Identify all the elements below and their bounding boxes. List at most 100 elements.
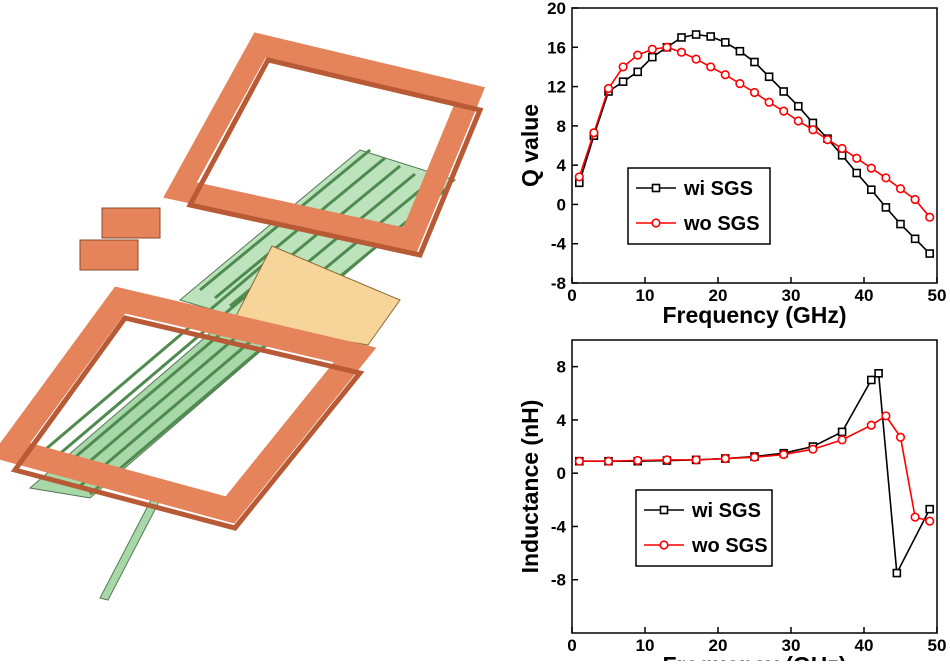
marker [735, 79, 745, 89]
x-axis-label: Frequency (GHz) [662, 652, 846, 661]
marker [735, 46, 745, 56]
marker [866, 185, 876, 194]
marker [651, 183, 661, 193]
marker [691, 455, 701, 465]
marker [633, 50, 643, 60]
x-tick-label: 10 [636, 636, 655, 655]
marker [603, 456, 614, 466]
x-tick-label: 30 [782, 286, 801, 305]
x-tick-label: 50 [928, 636, 947, 655]
y-tick-label: 4 [557, 411, 567, 430]
marker [677, 33, 686, 42]
marker [749, 87, 760, 98]
marker [651, 218, 661, 228]
x-tick-label: 50 [928, 286, 947, 305]
y-tick-label: -4 [551, 517, 567, 536]
marker [881, 203, 891, 212]
marker [691, 54, 701, 64]
marker [662, 42, 672, 52]
y-tick-label: -8 [551, 274, 566, 293]
marker [750, 57, 759, 67]
marker [793, 101, 803, 111]
y-axis-label: Inductance (nH) [517, 400, 543, 574]
marker [866, 375, 876, 385]
marker [925, 212, 935, 222]
plot-frame [571, 339, 938, 634]
y-tick-label: 4 [557, 156, 567, 175]
marker [925, 249, 935, 258]
marker [659, 505, 669, 515]
marker [720, 453, 730, 464]
y-tick-label: 8 [557, 117, 566, 136]
marker [779, 449, 789, 460]
marker [647, 52, 657, 62]
marker [574, 172, 584, 182]
y-tick-label: 16 [547, 38, 566, 57]
marker [706, 62, 716, 72]
y-tick-label: -4 [551, 235, 567, 254]
marker [895, 432, 906, 442]
legend-box [627, 167, 771, 245]
marker [676, 47, 687, 57]
y-axis-label: Q value [517, 104, 543, 187]
marker [837, 427, 847, 437]
y-tick-label: 20 [547, 0, 566, 18]
marker [866, 420, 876, 430]
x-tick-label: 0 [567, 286, 576, 305]
marker [837, 435, 847, 445]
marker [589, 128, 599, 138]
marker [881, 173, 891, 183]
x-tick-label: 10 [636, 286, 655, 305]
marker [925, 504, 935, 514]
y-tick-label: 0 [557, 195, 566, 214]
marker [910, 234, 920, 244]
legend-label: wo SGS [691, 535, 768, 557]
marker [706, 32, 716, 41]
y-tick-label: 12 [547, 78, 566, 97]
marker [659, 540, 669, 550]
marker [779, 106, 789, 116]
y-tick-label: 8 [557, 358, 566, 377]
marker [808, 444, 818, 454]
marker [896, 219, 905, 229]
y-tick-label: 0 [557, 464, 566, 483]
marker [633, 67, 643, 77]
legend-label: wo SGS [683, 213, 760, 235]
marker [822, 135, 833, 145]
marker [925, 516, 935, 526]
plot-frame [571, 7, 938, 284]
marker [720, 38, 730, 47]
marker [603, 83, 614, 94]
marker [720, 70, 730, 80]
marker [574, 456, 584, 466]
marker [764, 72, 774, 82]
x-tick-label: 40 [855, 286, 874, 305]
marker [910, 512, 920, 522]
marker [749, 452, 760, 462]
marker [895, 184, 906, 194]
marker [691, 30, 701, 39]
x-tick-label: 40 [855, 636, 874, 655]
marker [874, 368, 883, 378]
marker [662, 455, 672, 465]
marker [808, 125, 818, 135]
marker [892, 568, 902, 578]
marker [881, 411, 891, 421]
x-tick-label: 20 [709, 636, 728, 655]
legend-box [635, 489, 773, 567]
x-tick-label: 20 [709, 286, 728, 305]
marker [779, 87, 789, 96]
marker [618, 62, 628, 72]
marker [633, 455, 643, 466]
marker [852, 168, 862, 178]
legend-label: wi SGS [683, 178, 753, 200]
x-axis-label: Frequency (GHz) [662, 302, 846, 328]
inductor-illustration [0, 32, 486, 601]
marker [852, 153, 862, 163]
marker [837, 143, 847, 154]
marker [866, 163, 876, 173]
marker [618, 77, 628, 86]
marker [647, 44, 657, 54]
marker [764, 97, 774, 107]
